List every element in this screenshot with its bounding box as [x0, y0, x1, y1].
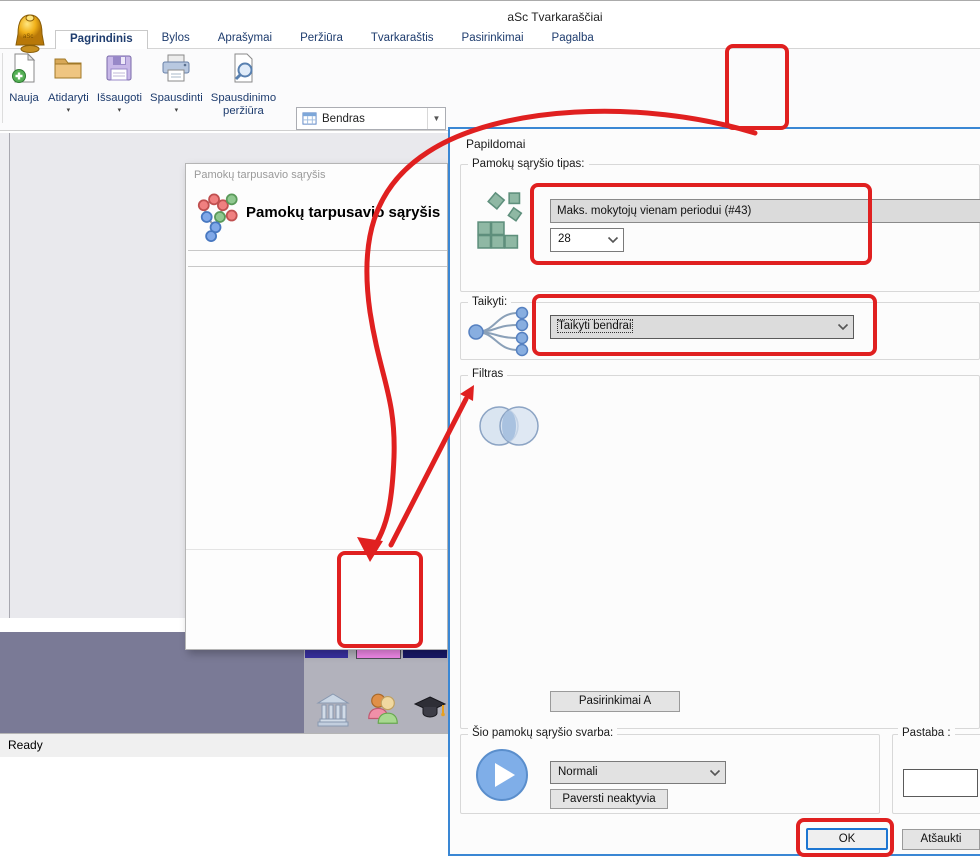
window-top-border — [0, 0, 980, 1]
button-label: Spausdinti — [150, 92, 203, 104]
dropdown-caret-icon[interactable]: ▾ — [117, 106, 122, 114]
app-bell-icon: aSc — [10, 12, 50, 54]
tab-pasirinkimai[interactable]: Pasirinkimai — [461, 32, 524, 44]
status-bar: Ready — [0, 733, 448, 757]
view-combo[interactable]: Bendras ▼ — [296, 107, 446, 130]
count-dropdown[interactable]: 28 — [550, 228, 624, 252]
window-title: aSc Tvarkaraščiai — [507, 10, 603, 24]
taikyti-dropdown[interactable]: Taikyti bendrai — [550, 315, 854, 339]
chevron-down-icon — [837, 322, 849, 334]
venn-icon — [474, 395, 544, 462]
play-icon — [474, 747, 530, 808]
tipas-group-box — [460, 164, 980, 292]
new-document-icon — [8, 52, 40, 89]
button-label: Išsaugoti — [96, 92, 143, 104]
building-icon[interactable] — [316, 692, 350, 733]
period-check-grid — [554, 487, 856, 673]
tab-bylos[interactable]: Bylos — [161, 32, 190, 44]
dropdown-caret-icon[interactable]: ▾ — [174, 106, 179, 114]
print-preview-icon — [227, 52, 259, 89]
relations-table-header — [188, 250, 447, 267]
relations-heading: Pamokų tarpusavio sąryšis — [246, 204, 441, 221]
count-value: 28 — [558, 233, 571, 245]
tab-aprašymai[interactable]: Aprašymai — [217, 32, 273, 44]
svg-text:aSc: aSc — [23, 34, 33, 40]
svarba-value: Normali — [558, 766, 598, 778]
chevron-down-icon — [709, 768, 721, 780]
timetable-gutter — [0, 133, 10, 618]
išsaugoti-button[interactable]: Išsaugoti ▾ — [97, 52, 142, 118]
tipas-group-label: Pamokų sąryšio tipas: — [468, 158, 589, 170]
open-folder-icon — [52, 52, 84, 89]
file-button-group: Nauja Atidaryti ▾ Išsaugoti ▾ Spausdinti ▾ Spau… — [8, 49, 276, 118]
spausdinimo-peržiūra-button[interactable]: Spausdinimo peržiūra — [211, 52, 276, 118]
button-label: Atidaryti — [48, 92, 89, 104]
taikyti-group-label: Taikyti: — [468, 296, 512, 308]
papildomai-dialog: Papildomai Pamokų sąryšio tipas: Maks. m… — [448, 127, 980, 856]
students-icon[interactable] — [364, 688, 402, 735]
tab-tvarkaraštis[interactable]: Tvarkaraštis — [370, 32, 434, 44]
pastaba-input[interactable] — [903, 769, 978, 797]
molecule-icon — [192, 190, 242, 249]
relations-dialog: Pamokų tarpusavio sąryšis Pamokų tarpusa… — [185, 163, 448, 650]
save-floppy-icon — [103, 52, 135, 89]
pastaba-group-label: Pastaba : — [898, 727, 955, 739]
tab-pagalba[interactable]: Pagalba — [551, 32, 594, 44]
graduation-cap-icon[interactable] — [412, 692, 448, 729]
toolbar-separator — [2, 53, 3, 123]
ribbon: Nauja Atidaryti ▾ Išsaugoti ▾ Spausdinti ▾ Spau… — [0, 49, 980, 130]
tab-bar-border — [0, 48, 980, 49]
chevron-down-icon — [607, 235, 619, 247]
ok-button[interactable]: OK — [806, 828, 888, 850]
cancel-button[interactable]: Atšaukti — [902, 829, 980, 850]
svarba-dropdown[interactable]: Normali — [550, 761, 726, 784]
lesson-card-bar — [403, 649, 447, 658]
relations-dialog-title: Pamokų tarpusavio sąryšis — [194, 169, 326, 181]
dropdown-caret-icon[interactable]: ▾ — [66, 106, 71, 114]
tab-peržiūra[interactable]: Peržiūra — [300, 32, 343, 44]
taikyti-value: Taikyti bendrai — [557, 319, 633, 333]
printer-icon — [160, 52, 192, 89]
status-text: Ready — [8, 738, 43, 752]
new-button[interactable]: Nauja — [8, 52, 40, 118]
chevron-down-icon[interactable]: ▼ — [427, 108, 445, 129]
tab-pagrindinis[interactable]: Pagrindinis — [55, 30, 148, 49]
button-label: Nauja — [9, 92, 39, 104]
deactivate-button[interactable]: Paversti neaktyvia — [550, 789, 668, 809]
blocks-icon — [476, 191, 534, 254]
view-combo-value: Bendras — [322, 112, 365, 125]
svarba-group-box — [460, 734, 880, 814]
pasirinkimai-button[interactable]: Pasirinkimai A — [550, 691, 680, 712]
lesson-card-bar — [305, 649, 348, 658]
spausdinti-button[interactable]: Spausdinti ▾ — [150, 52, 203, 118]
atidaryti-button[interactable]: Atidaryti ▾ — [48, 52, 89, 118]
ribbon-tab-bar: Pagrindinis Bylos Aprašymai Peržiūra Tvarkar… — [55, 30, 608, 49]
filtras-group-label: Filtras — [468, 368, 508, 380]
papildomai-dialog-title: Papildomai — [466, 137, 526, 151]
hierarchy-icon — [466, 305, 546, 364]
relation-type-field: Maks. mokytojų vienam periodui (#43) — [550, 199, 980, 223]
relations-toolbar — [186, 549, 447, 649]
table-view-icon — [302, 111, 317, 126]
svarba-group-label: Šio pamokų sąryšio svarba: — [468, 727, 618, 739]
button-label: Spausdinimo peržiūra — [210, 92, 277, 117]
